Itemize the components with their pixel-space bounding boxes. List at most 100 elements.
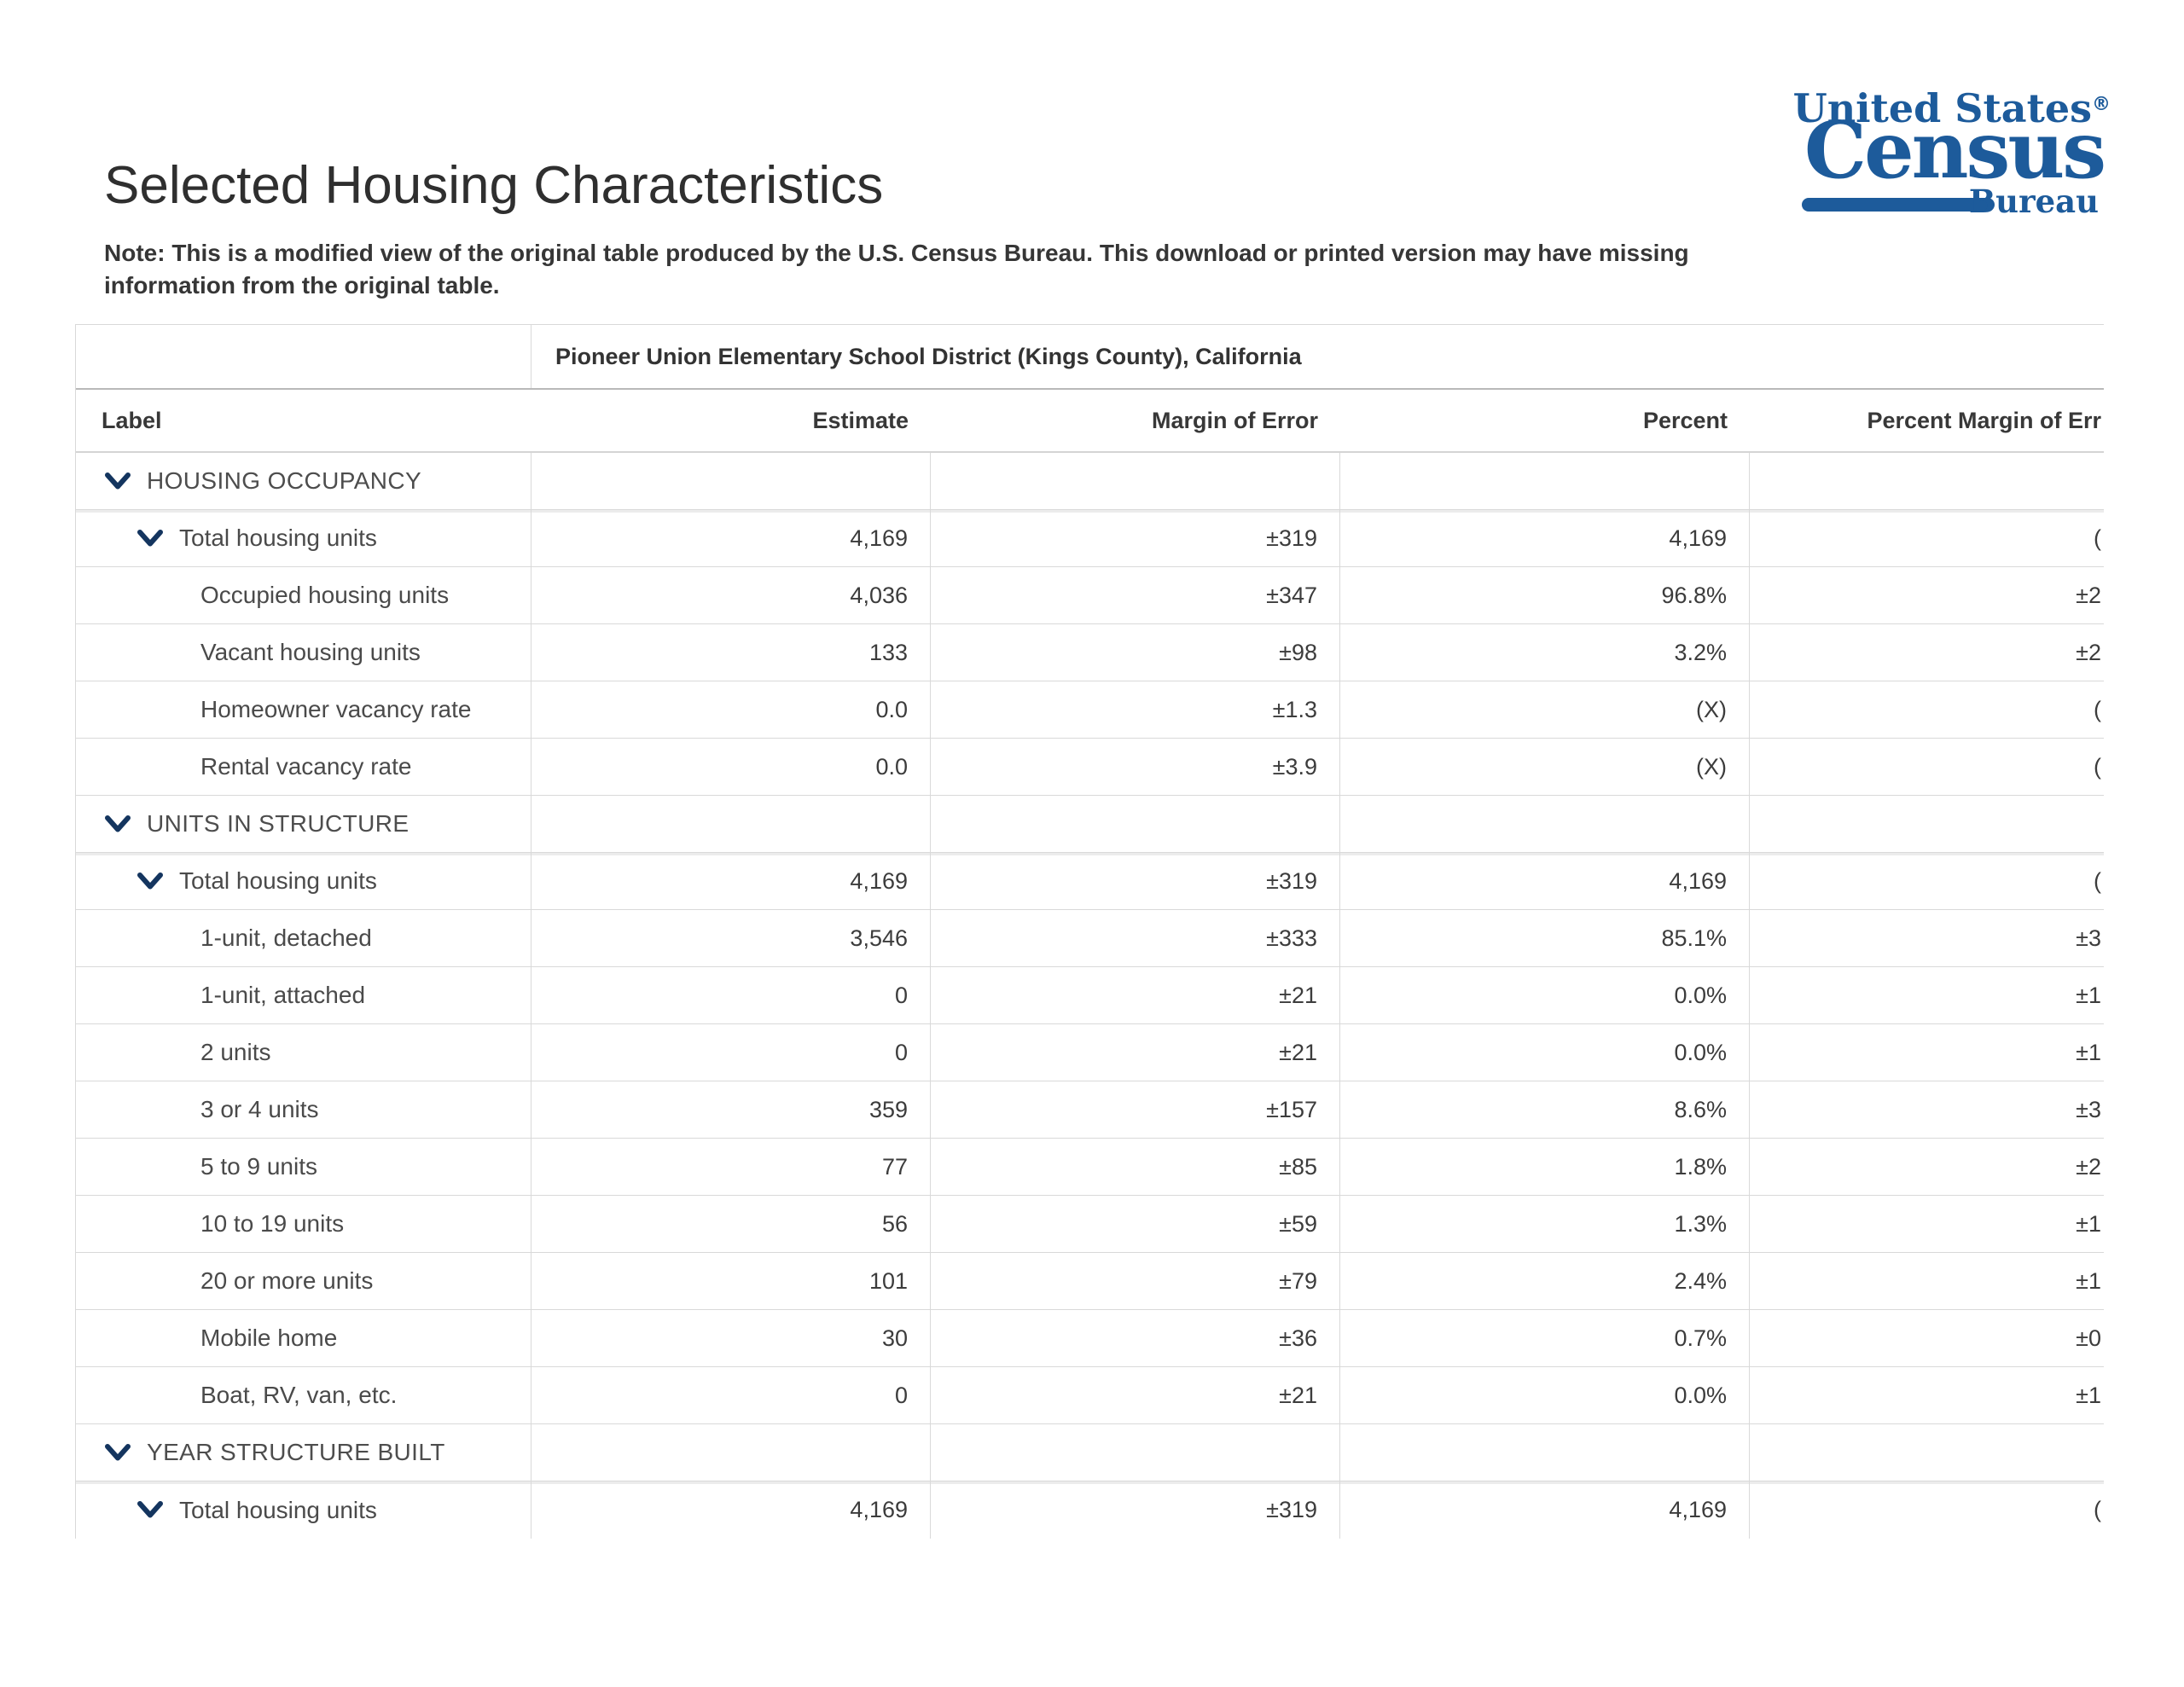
table-row: 5 to 9 units 77 ±85 1.8% ±2 (76, 1139, 2104, 1196)
percent-margin-of-error-cell: ( (2094, 525, 2101, 551)
column-header-percent-margin-of-err: Percent Margin of Err (1867, 407, 2101, 433)
note-line: Note: This is a modified view of the ori… (104, 240, 1689, 266)
percent-cell: 0.7% (1340, 1310, 1750, 1366)
margin-of-error-cell: ±1.3 (931, 681, 1340, 738)
row-label: HOUSING OCCUPANCY (147, 467, 422, 494)
estimate-cell: 3,546 (531, 910, 931, 966)
column-header-estimate: Estimate (812, 407, 909, 433)
percent-margin-of-error-cell (1750, 796, 2104, 852)
estimate-cell: 0 (531, 967, 931, 1023)
table-row: Homeowner vacancy rate 0.0 ±1.3 (X) ( (76, 681, 2104, 739)
chevron-down-icon[interactable] (105, 815, 131, 833)
logo-bureau-text: Bureau (1968, 183, 2099, 220)
chevron-down-icon[interactable] (137, 872, 163, 890)
row-label-cell: 3 or 4 units (76, 1081, 531, 1138)
row-label-cell: 5 to 9 units (76, 1139, 531, 1195)
margin-of-error-cell: ±3.9 (931, 739, 1340, 795)
margin-of-error-cell: ±21 (931, 1367, 1340, 1423)
table-row: Total housing units 4,169 ±319 4,169 ( (76, 510, 2104, 567)
row-label: 1-unit, attached (200, 982, 366, 1008)
estimate-cell: 56 (531, 1196, 931, 1252)
column-header-percent: Percent (1642, 407, 1728, 433)
estimate-cell: 4,169 (531, 510, 931, 566)
percent-cell (1340, 1424, 1750, 1481)
percent-cell: 96.8% (1340, 567, 1750, 623)
geography-name: Pioneer Union Elementary School District… (555, 343, 1302, 369)
table-row: Vacant housing units 133 ±98 3.2% ±2 (76, 624, 2104, 681)
row-label: Vacant housing units (200, 639, 421, 665)
row-label-cell: 1-unit, detached (76, 910, 531, 966)
percent-cell: 1.3% (1340, 1196, 1750, 1252)
margin-of-error-cell: ±36 (931, 1310, 1340, 1366)
column-header-label: Label (102, 407, 162, 433)
margin-of-error-cell: ±21 (931, 967, 1340, 1023)
row-label: 10 to 19 units (200, 1210, 345, 1237)
logo-united-states-text: United States® (1792, 85, 2111, 131)
note-line: information from the original table. (104, 272, 500, 299)
row-label-cell: 10 to 19 units (76, 1196, 531, 1252)
row-label: Total housing units (179, 867, 377, 894)
table-row: Boat, RV, van, etc. 0 ±21 0.0% ±1 (76, 1367, 2104, 1424)
percent-cell (1340, 796, 1750, 852)
percent-margin-of-error-cell: ±2 (2076, 639, 2101, 665)
row-label-cell: 20 or more units (76, 1253, 531, 1309)
estimate-cell: 0.0 (531, 681, 931, 738)
logo-bar (1802, 198, 1995, 212)
row-label-cell: 2 units (76, 1024, 531, 1081)
row-label: Rental vacancy rate (200, 753, 412, 780)
row-label-cell: Total housing units (76, 1481, 531, 1539)
percent-cell: 0.0% (1340, 967, 1750, 1023)
percent-margin-of-error-cell: ±1 (2076, 1210, 2101, 1237)
margin-of-error-cell: ±79 (931, 1253, 1340, 1309)
percent-margin-of-error-cell: ±3 (2076, 925, 2101, 951)
margin-of-error-cell (931, 796, 1340, 852)
chevron-down-icon[interactable] (105, 1443, 131, 1462)
percent-margin-of-error-cell: ±2 (2076, 1153, 2101, 1180)
page-title: Selected Housing Characteristics (104, 155, 884, 215)
percent-cell: 4,169 (1340, 510, 1750, 566)
margin-of-error-cell (931, 453, 1340, 509)
percent-cell: 4,169 (1340, 1481, 1750, 1539)
percent-margin-of-error-cell: ( (2094, 696, 2101, 722)
percent-cell (1340, 453, 1750, 509)
chevron-down-icon[interactable] (105, 472, 131, 490)
margin-of-error-cell: ±85 (931, 1139, 1340, 1195)
percent-margin-of-error-cell: ±0 (2076, 1325, 2101, 1351)
row-label: UNITS IN STRUCTURE (147, 810, 410, 837)
table-row: 20 or more units 101 ±79 2.4% ±1 (76, 1253, 2104, 1310)
estimate-cell (531, 453, 931, 509)
row-label-cell: Occupied housing units (76, 567, 531, 623)
margin-of-error-cell: ±98 (931, 624, 1340, 681)
percent-cell: 4,169 (1340, 853, 1750, 909)
note-text: Note: This is a modified view of the ori… (104, 237, 1853, 302)
logo-census-text: Census (1804, 104, 2106, 196)
row-label: 1-unit, detached (200, 925, 372, 951)
row-label-cell: Total housing units (76, 853, 531, 909)
margin-of-error-cell: ±59 (931, 1196, 1340, 1252)
table-row: 10 to 19 units 56 ±59 1.3% ±1 (76, 1196, 2104, 1253)
estimate-cell: 0.0 (531, 739, 931, 795)
estimate-cell: 359 (531, 1081, 931, 1138)
chevron-down-icon[interactable] (137, 1501, 163, 1519)
column-header-margin-of-error: Margin of Error (1151, 407, 1318, 433)
margin-of-error-cell (931, 1424, 1340, 1481)
row-label-cell: UNITS IN STRUCTURE (76, 796, 531, 852)
row-label: Total housing units (179, 1496, 377, 1523)
percent-margin-of-error-cell: ±1 (2076, 1382, 2101, 1408)
row-label: 3 or 4 units (200, 1096, 319, 1122)
percent-cell: 0.0% (1340, 1024, 1750, 1081)
table-row: Total housing units 4,169 ±319 4,169 ( (76, 1481, 2104, 1539)
percent-margin-of-error-cell: ±1 (2076, 1039, 2101, 1065)
row-label-cell: Mobile home (76, 1310, 531, 1366)
chevron-down-icon[interactable] (137, 529, 163, 548)
percent-margin-of-error-cell: ±3 (2076, 1096, 2101, 1122)
row-label: Homeowner vacancy rate (200, 696, 472, 722)
row-label-cell: Vacant housing units (76, 624, 531, 681)
table-row: YEAR STRUCTURE BUILT (76, 1424, 2104, 1481)
percent-cell: (X) (1340, 739, 1750, 795)
percent-cell: (X) (1340, 681, 1750, 738)
row-label-cell: Total housing units (76, 510, 531, 566)
margin-of-error-cell: ±319 (931, 510, 1340, 566)
percent-cell: 0.0% (1340, 1367, 1750, 1423)
housing-characteristics-table: Pioneer Union Elementary School District… (75, 324, 2104, 1539)
